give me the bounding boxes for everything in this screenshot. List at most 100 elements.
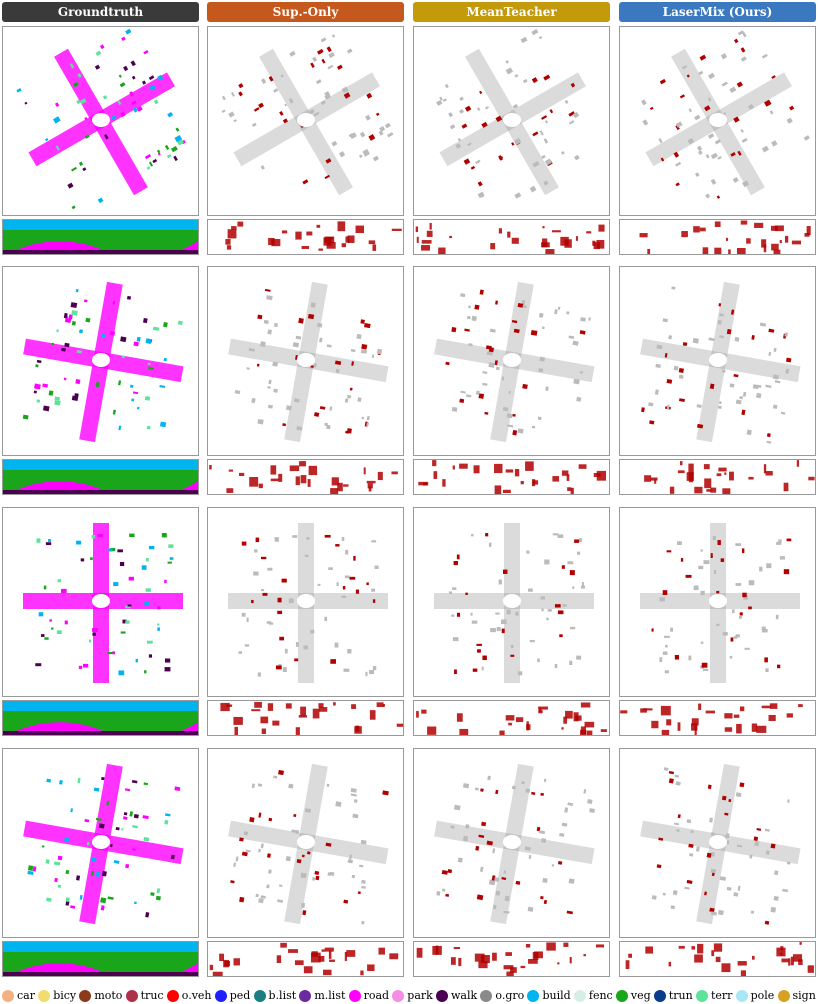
legend-swatch [2,989,14,1002]
legend-item: pole [735,987,775,1004]
bev-panel [2,26,199,216]
legend-label: pole [750,989,775,1002]
bev-panel [413,26,610,216]
legend-swatch [214,989,227,1002]
legend-item: walk [436,987,477,1004]
range-view-panel [207,219,404,255]
bev-panel [207,266,404,456]
legend-item: o.veh [166,987,212,1004]
range-view-panel [2,459,199,495]
legend-label: o.veh [181,989,212,1002]
legend-swatch [573,989,586,1002]
range-view-panel [413,459,610,495]
legend-item: trun [653,987,693,1004]
legend-label: walk [451,989,478,1002]
range-view-panel [619,219,816,255]
point-cloud [640,281,801,444]
range-view-panel [2,219,199,255]
bev-panel [619,507,816,697]
legend-label: car [17,989,35,1002]
point-cloud [436,28,587,199]
legend-label: sign [792,989,816,1002]
point-cloud [22,281,184,443]
column-header: Sup.-Only [207,2,404,22]
legend-item: terr [695,987,733,1004]
point-cloud [641,30,810,199]
legend-swatch [348,989,361,1002]
legend-swatch [480,989,493,1002]
range-view-panel [207,459,404,495]
legend-item: m.list [299,987,345,1004]
bev-panel [2,748,199,938]
legend-item: ped [214,987,251,1004]
legend-item: b.list [253,987,297,1004]
range-image [209,942,399,976]
column-header: MeanTeacher [413,2,610,22]
legend-item: fenc [573,987,613,1004]
legend-item: park [392,987,433,1004]
range-view-panel [413,941,610,977]
point-cloud [23,523,183,683]
point-cloud [434,763,595,925]
legend-item: sign [777,987,816,1004]
legend-swatch [38,989,51,1002]
legend-item: bicy [38,987,76,1004]
legend-item: o.gro [480,987,524,1004]
legend-label: moto [94,989,123,1002]
bev-panel [207,26,404,216]
point-cloud [228,281,389,443]
range-image [3,460,198,494]
point-cloud [228,763,389,925]
legend-label: veg [630,989,651,1002]
legend-item: car [2,987,35,1004]
range-image [225,221,402,251]
legend-item: moto [79,987,122,1004]
legend-item: truc [125,987,164,1004]
legend-label: terr [710,989,733,1002]
legend-swatch [392,989,405,1002]
point-cloud [221,34,394,196]
range-image [415,222,605,254]
range-image [418,460,607,494]
range-image [3,942,198,976]
range-image [625,942,814,976]
legend-swatch [79,989,92,1002]
range-image [639,220,811,254]
range-image [416,942,605,976]
bev-panel [413,507,610,697]
range-view-panel [619,941,816,977]
legend-swatch [166,989,179,1002]
bev-panel [207,748,404,938]
range-image [620,703,803,735]
bev-panel [207,507,404,697]
legend-item: road [348,987,390,1004]
legend-swatch [253,989,266,1002]
range-image [644,460,815,494]
legend-label: road [363,989,390,1002]
point-cloud [434,281,595,443]
legend-swatch [527,989,540,1002]
legend-item: build [527,987,571,1004]
range-view-panel [2,700,199,736]
range-view-panel [207,700,404,736]
range-view-panel [413,219,610,255]
range-image [3,701,198,735]
legend-item: veg [615,987,651,1004]
legend-label: ped [229,989,251,1002]
legend-swatch [653,989,666,1002]
bev-panel [413,748,610,938]
column-header: LaserMix (Ours) [619,2,816,22]
legend-label: b.list [268,989,297,1002]
bev-panel [2,507,199,697]
legend-label: bicy [53,989,77,1002]
point-cloud [640,763,801,925]
range-image [416,702,607,735]
range-view-panel [207,941,404,977]
bev-panel [619,266,816,456]
point-cloud [640,523,800,683]
legend-label: build [542,989,571,1002]
range-image [209,461,398,494]
range-view-panel [413,700,610,736]
bev-panel [413,266,610,456]
